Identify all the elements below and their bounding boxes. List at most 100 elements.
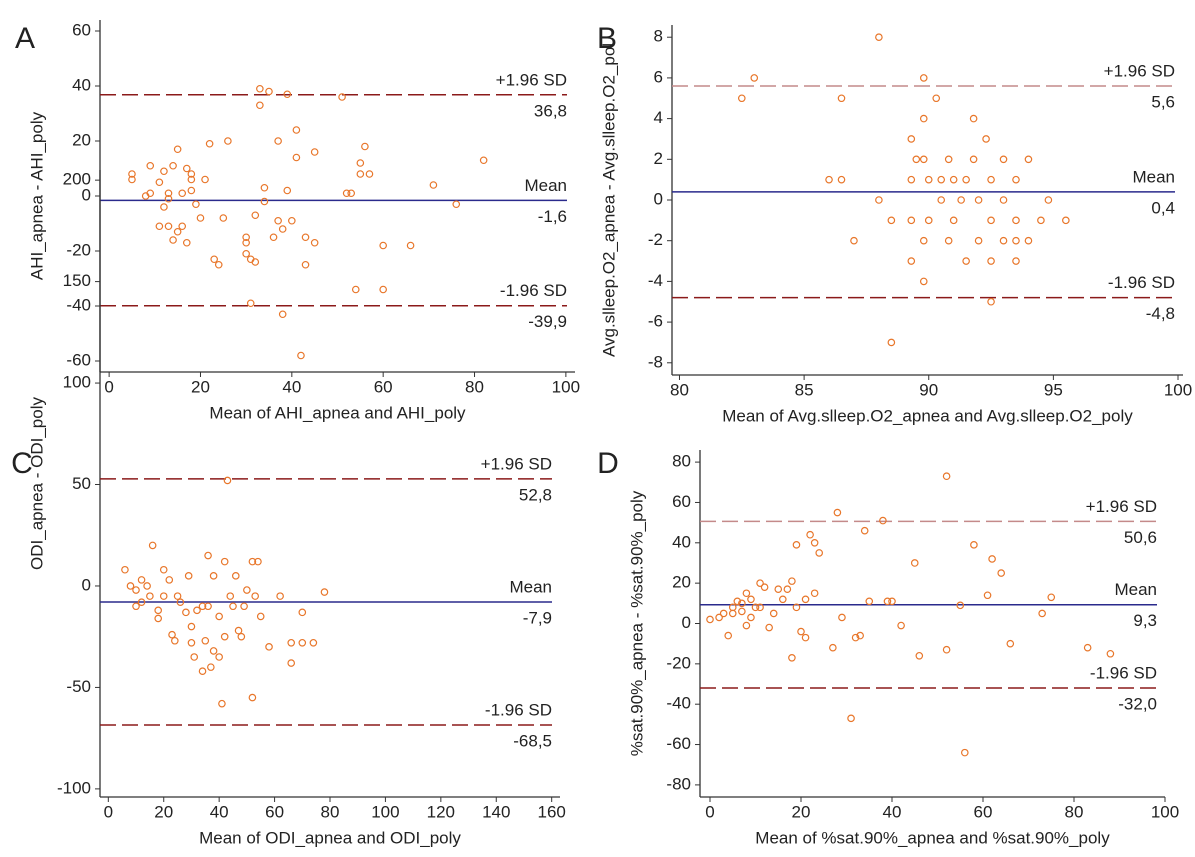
data-point [988,555,996,563]
data-point [765,623,773,632]
x-tick-label: 100 [1151,802,1179,821]
data-point [160,203,168,211]
panel-label: C [11,447,33,480]
data-point [961,748,969,757]
data-point [924,175,933,184]
reference-line-value: -68,5 [513,731,552,750]
data-point [224,137,232,145]
reference-line-name: +1.96 SD [1104,62,1175,81]
data-point [169,236,177,244]
y-tick-label: 0 [82,185,91,204]
data-point [1037,216,1045,225]
y-tick-label: -40 [666,694,691,713]
data-point [912,155,921,164]
data-point [788,577,796,585]
data-point [1083,643,1092,652]
data-point [919,277,928,286]
data-point [248,693,257,702]
data-point [974,196,983,204]
data-point [987,175,995,184]
data-point [223,476,232,485]
data-point [154,606,162,615]
data-point [833,508,842,517]
data-point [254,557,262,566]
data-point [919,155,928,164]
x-tick-label: 20 [792,802,811,821]
data-point [155,178,164,187]
x-tick-label: 140 [482,802,510,821]
data-point [137,576,146,584]
data-point [260,197,269,206]
y-tick-label: 40 [672,532,691,551]
x-tick-label: 95 [1044,380,1063,399]
data-point [887,338,896,347]
data-point [196,214,205,222]
y-tick-label: 0 [682,613,691,632]
data-point [815,549,824,557]
data-point [728,609,737,618]
data-point [276,592,284,600]
data-point [256,612,265,621]
data-point [231,572,240,580]
reference-line-name: Mean [524,176,567,195]
y-tick-label: -100 [57,778,91,797]
data-point [297,351,305,360]
data-point [1012,216,1020,225]
data-point [351,285,360,294]
reference-line-name: -1.96 SD [1090,664,1157,683]
data-point [783,585,792,594]
data-point [207,663,215,671]
panel-label: B [597,22,617,55]
data-point [242,249,250,258]
data-point [215,653,223,661]
data-point [706,615,714,624]
reference-line-name: Mean [509,577,552,596]
data-point [429,181,438,189]
data-point [1062,216,1070,225]
y-tick-label: 20 [672,573,691,592]
data-point [751,603,760,612]
data-point [756,603,764,612]
data-point [983,591,992,600]
data-point [173,227,182,236]
x-tick-label: 100 [552,377,580,396]
data-point [1012,175,1020,184]
data-point [1024,155,1033,164]
y-tick-label: 0 [654,189,663,208]
data-point [747,595,755,604]
data-point [220,557,229,566]
data-point [154,614,162,623]
data-point [937,196,946,204]
data-point [949,216,958,225]
data-point [738,607,746,616]
data-point [164,189,173,198]
data-point [234,626,243,635]
data-point [987,257,995,265]
x-tick-label: 40 [883,802,902,821]
data-point [342,189,351,198]
data-point [999,155,1008,164]
data-point [1012,236,1020,245]
data-point [338,93,346,101]
data-point [218,699,226,708]
data-point [310,148,319,156]
reference-line-name: -1.96 SD [1108,273,1175,292]
x-tick-label: 0 [104,802,113,821]
data-point [347,189,356,198]
data-point [851,633,860,642]
data-point [883,597,892,606]
reference-line-value: -1,6 [538,207,567,226]
data-point [287,638,296,647]
reference-line-value: 5,6 [1151,93,1175,112]
x-tick-label: 0 [705,802,714,821]
data-point [204,602,212,611]
data-point [910,559,919,567]
data-point [205,139,214,148]
data-point [760,583,769,591]
x-tick-label: 100 [371,802,399,821]
data-point [915,651,924,660]
data-point [269,233,278,242]
data-point [1012,257,1020,265]
